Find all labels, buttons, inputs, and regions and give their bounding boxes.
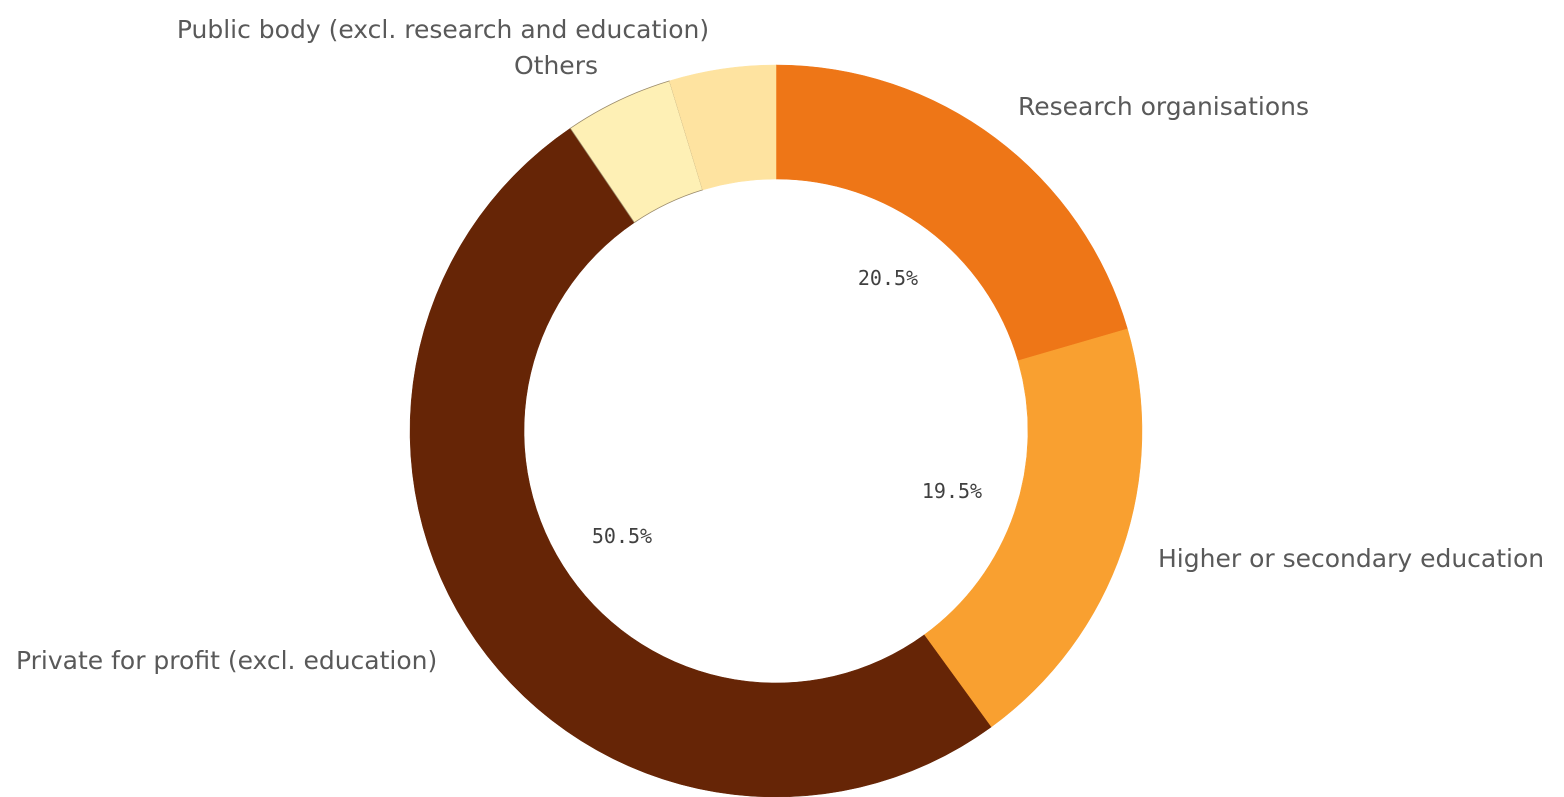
donut-slice[interactable] [409, 127, 992, 797]
slice-category-label: Others [514, 51, 598, 80]
donut-slices [409, 64, 1143, 797]
percentage-labels: 20.5% 19.5% 50.5% [592, 266, 982, 548]
donut-slice[interactable] [775, 64, 1128, 362]
donut-slice[interactable] [669, 64, 777, 191]
slice-percentage-label: 50.5% [592, 524, 652, 548]
slice-category-label: Research organisations [1018, 92, 1309, 121]
category-labels: Research organisations Higher or secondar… [16, 15, 1544, 675]
slice-category-label: Public body (excl. research and educatio… [177, 15, 709, 44]
slice-category-label: Private for profit (excl. education) [16, 646, 437, 675]
slice-category-label: Higher or secondary education [1158, 544, 1544, 573]
slice-percentage-label: 19.5% [922, 479, 982, 503]
slice-percentage-label: 20.5% [858, 266, 918, 290]
donut-slice[interactable] [923, 328, 1143, 728]
